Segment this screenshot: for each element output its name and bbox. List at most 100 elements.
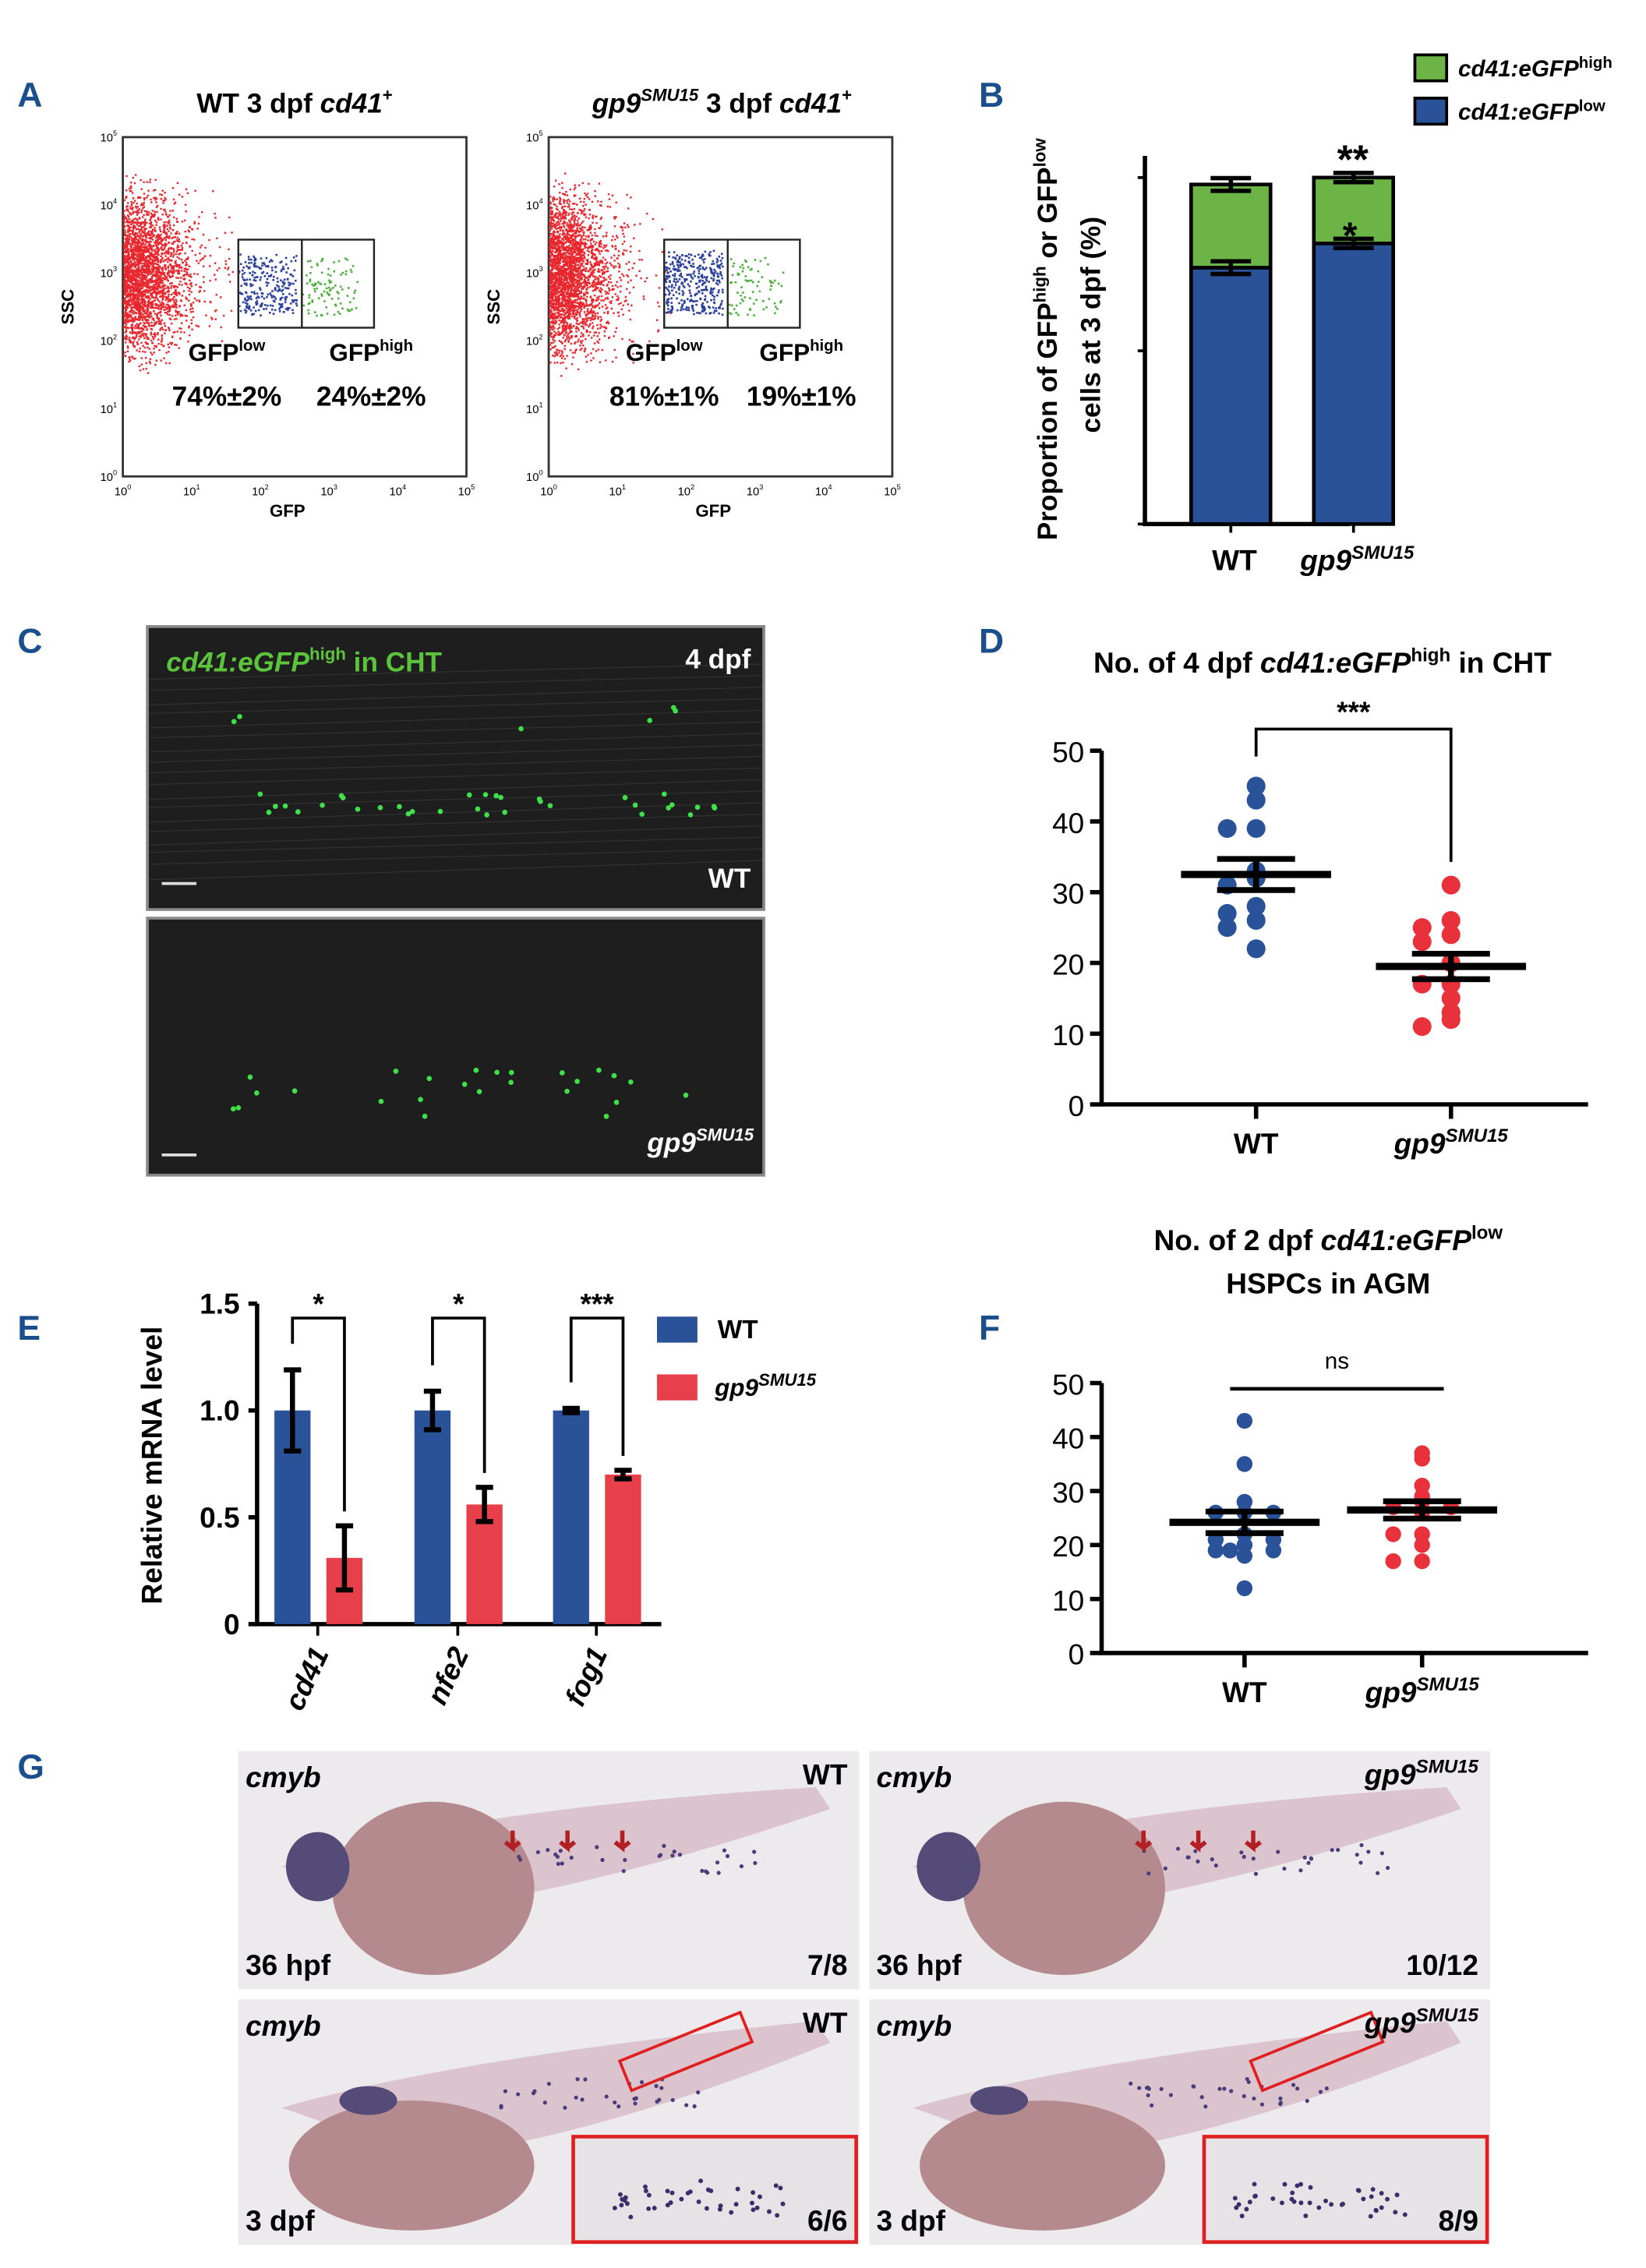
event-dot-red xyxy=(134,174,137,176)
event-dot-red xyxy=(126,350,129,353)
event-dot-red xyxy=(592,311,594,314)
event-dot-red xyxy=(147,304,149,306)
event-dot-red xyxy=(613,254,616,257)
event-dot-blue xyxy=(267,304,269,307)
event-dot-red xyxy=(161,270,164,272)
event-dot-red xyxy=(581,270,583,274)
event-dot-red xyxy=(167,248,170,251)
event-dot-red xyxy=(187,229,189,232)
event-dot-red xyxy=(628,309,630,312)
event-dot-red xyxy=(575,215,578,217)
event-dot-red xyxy=(560,225,563,228)
event-dot-red xyxy=(129,315,132,318)
event-dot-red xyxy=(135,279,138,282)
event-dot-red xyxy=(572,284,574,287)
event-dot-red xyxy=(563,358,567,360)
event-dot-red xyxy=(136,214,139,216)
event-dot-red xyxy=(618,270,620,273)
event-dot-red xyxy=(559,306,562,308)
event-dot-red xyxy=(144,288,147,291)
event-dot-red xyxy=(128,302,130,304)
event-dot-red xyxy=(576,241,578,243)
event-dot-red xyxy=(564,295,567,298)
event-dot-green xyxy=(344,257,347,260)
event-dot-red xyxy=(550,219,553,221)
event-dot-red xyxy=(150,293,153,296)
event-dot-red xyxy=(136,330,140,334)
event-dot-red xyxy=(126,319,129,321)
event-dot-blue xyxy=(261,292,264,295)
event-dot-red xyxy=(171,323,173,325)
event-dot-red xyxy=(606,231,608,234)
event-dot-red xyxy=(186,286,189,288)
event-dot-red xyxy=(150,198,152,201)
event-dot-red xyxy=(130,310,133,313)
event-dot-red xyxy=(549,274,551,276)
event-dot-red xyxy=(160,255,162,258)
event-dot-green xyxy=(327,273,330,276)
event-dot-red xyxy=(550,286,553,288)
event-dot-red xyxy=(155,288,157,291)
event-dot-red xyxy=(566,240,569,242)
event-dot-red xyxy=(144,224,147,226)
event-dot-red xyxy=(143,346,146,349)
event-dot-red xyxy=(594,256,597,259)
event-dot-red xyxy=(123,210,125,212)
event-dot-red xyxy=(158,320,161,323)
event-dot-red xyxy=(130,279,132,282)
event-dot-red xyxy=(568,292,570,295)
event-dot-red xyxy=(560,313,562,316)
event-dot-red xyxy=(160,272,162,275)
event-dot-red xyxy=(556,198,559,200)
event-dot-red xyxy=(553,309,556,312)
event-dot-red xyxy=(129,273,131,275)
event-dot-red xyxy=(141,253,143,256)
event-dot-red xyxy=(179,313,182,316)
event-dot-red xyxy=(592,221,594,224)
event-dot-red xyxy=(583,214,585,216)
event-dot-red xyxy=(219,296,222,299)
event-dot-red xyxy=(148,348,150,350)
event-dot-red xyxy=(564,214,567,217)
event-dot-red xyxy=(581,348,583,350)
event-dot-red xyxy=(154,290,157,293)
event-dot-red xyxy=(627,226,630,228)
event-dot-red xyxy=(136,224,139,226)
event-dot-red xyxy=(147,214,150,216)
event-dot-red xyxy=(140,363,143,366)
event-dot-red xyxy=(169,263,171,266)
event-dot-green xyxy=(349,301,351,303)
event-dot-red xyxy=(125,307,127,310)
event-dot-red xyxy=(123,278,126,281)
event-dot-red xyxy=(123,320,125,323)
event-dot-red xyxy=(591,255,593,258)
event-dot-red xyxy=(154,306,156,309)
event-dot-red xyxy=(154,196,157,199)
event-dot-blue xyxy=(281,260,283,263)
event-dot-red xyxy=(154,363,157,366)
event-dot-red xyxy=(164,196,166,200)
event-dot-red xyxy=(163,260,165,263)
event-dot-red xyxy=(163,271,166,274)
event-dot-red xyxy=(614,248,617,250)
event-dot-red xyxy=(142,302,144,304)
event-dot-red xyxy=(599,239,602,242)
event-dot-red xyxy=(163,302,165,306)
event-dot-red xyxy=(127,286,129,289)
event-dot-red xyxy=(574,222,576,224)
event-dot-red xyxy=(205,314,207,316)
event-dot-blue xyxy=(273,275,275,278)
event-dot-red xyxy=(185,297,188,300)
event-dot-red xyxy=(561,187,563,189)
event-dot-red xyxy=(603,267,606,270)
event-dot-red xyxy=(144,250,147,253)
event-dot-red xyxy=(132,288,136,291)
event-dot-red xyxy=(147,267,150,270)
event-dot-green xyxy=(314,311,316,313)
event-dot-red xyxy=(154,313,157,315)
event-dot-red xyxy=(154,344,156,348)
event-dot-red xyxy=(592,240,595,243)
event-dot-green xyxy=(344,273,348,276)
event-dot-green xyxy=(330,297,334,300)
